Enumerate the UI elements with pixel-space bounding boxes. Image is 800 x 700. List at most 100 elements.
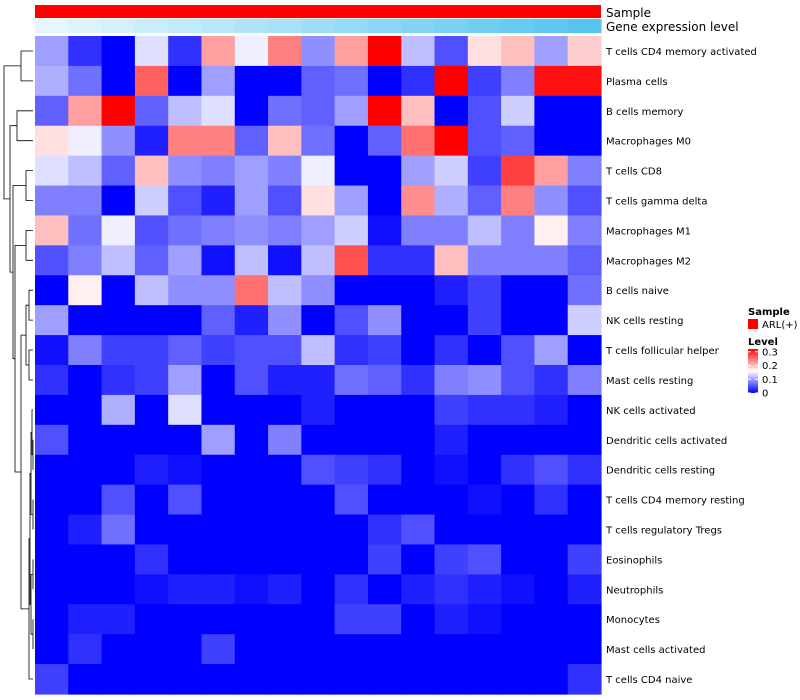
dendrogram-branch	[3, 65, 21, 200]
heatmap-cell	[534, 65, 569, 97]
heatmap-cell	[434, 454, 469, 486]
heatmap-cell	[534, 365, 569, 396]
heatmap-cell	[334, 185, 369, 217]
heatmap-cell	[68, 664, 103, 695]
row-label: Dendritic cells activated	[606, 436, 727, 447]
heatmap-cell	[168, 484, 203, 516]
heatmap-cell	[134, 454, 169, 486]
row-label: T cells gamma delta	[605, 197, 707, 208]
heatmap-cell	[35, 424, 69, 456]
heatmap-cell	[467, 365, 502, 396]
heatmap-cell	[301, 394, 336, 426]
heatmap-cell	[35, 514, 69, 546]
heatmap-cell	[501, 365, 536, 396]
heatmap-cell	[501, 664, 536, 695]
heatmap-cell	[401, 454, 436, 486]
row-label: B cells memory	[606, 107, 683, 118]
heatmap-cell	[401, 245, 436, 276]
heatmap-cell	[367, 365, 402, 396]
heatmap-cell	[35, 155, 69, 187]
heatmap-cell	[134, 424, 169, 456]
row-label: Neutrophils	[606, 585, 663, 596]
heatmap-cell	[35, 335, 69, 366]
heatmap-cell	[367, 155, 402, 187]
heatmap-cell	[334, 484, 369, 516]
heatmap-cell	[367, 484, 402, 516]
heatmap-cell	[268, 305, 302, 336]
heatmap-cell	[35, 65, 69, 97]
heatmap-cell	[168, 544, 203, 575]
heatmap-cell	[534, 185, 569, 217]
heatmap-cell	[534, 664, 569, 695]
heatmap-cell	[101, 275, 136, 306]
annotation-cell-expression	[68, 19, 103, 33]
heatmap-cell	[301, 664, 336, 695]
heatmap-cell	[101, 335, 136, 366]
heatmap-cell	[268, 604, 302, 635]
heatmap-cell	[334, 155, 369, 187]
heatmap-cell	[201, 514, 236, 546]
heatmap-cell	[534, 544, 569, 575]
heatmap-cell	[201, 604, 236, 635]
heatmap-cell	[101, 634, 136, 665]
heatmap-cell	[134, 544, 169, 575]
heatmap-cell	[567, 185, 602, 217]
heatmap-cell	[101, 365, 136, 396]
heatmap-cell	[35, 604, 69, 635]
dendrogram-branch	[16, 110, 33, 142]
heatmap-cell	[101, 484, 136, 516]
heatmap-cell	[401, 125, 436, 157]
annotation-cell-expression	[434, 19, 469, 33]
heatmap-cell	[201, 155, 236, 187]
heatmap-cell	[68, 335, 103, 366]
heatmap-cell	[101, 514, 136, 546]
heatmap-cell	[268, 95, 302, 127]
heatmap-cell	[567, 65, 602, 97]
heatmap-cell	[467, 514, 502, 546]
heatmap-cell	[201, 634, 236, 665]
legend-sample-swatch	[748, 319, 758, 329]
heatmap-cell	[168, 514, 203, 546]
heatmap-cell	[501, 514, 536, 546]
heatmap-cell	[168, 394, 203, 426]
heatmap-cell	[134, 185, 169, 217]
heatmap-cell	[234, 275, 269, 306]
heatmap-cell	[268, 574, 302, 605]
heatmap-cell	[401, 394, 436, 426]
heatmap-cell	[268, 275, 302, 306]
heatmap-cell	[168, 365, 203, 396]
annotation-cell-expression	[201, 19, 236, 33]
dendrogram-branch	[25, 170, 33, 201]
heatmap-cell	[334, 65, 369, 97]
heatmap-cell	[334, 125, 369, 157]
heatmap-cell	[35, 125, 69, 157]
row-label: T cells CD4 memory activated	[605, 47, 757, 58]
heatmap-cell	[434, 125, 469, 157]
heatmap-cell	[201, 484, 236, 516]
heatmap-cell	[134, 394, 169, 426]
row-label: Mast cells activated	[606, 645, 705, 656]
row-label: Plasma cells	[606, 77, 668, 88]
heatmap-cell	[534, 155, 569, 187]
heatmap-cell	[268, 125, 302, 157]
heatmap-cell	[201, 424, 236, 456]
dendrogram-branch	[28, 349, 33, 381]
heatmap-cell	[168, 185, 203, 217]
heatmap-cell	[101, 245, 136, 276]
annotation-cell-expression	[134, 19, 169, 33]
heatmap-cell	[367, 275, 402, 306]
heatmap-cell	[35, 185, 69, 217]
heatmap-cell	[334, 514, 369, 546]
heatmap-cell	[301, 424, 336, 456]
heatmap-cell	[234, 155, 269, 187]
heatmap-cell	[467, 65, 502, 97]
heatmap-cell	[467, 36, 502, 67]
heatmap-cell	[567, 544, 602, 575]
heatmap-cell	[68, 634, 103, 665]
heatmap-cell	[201, 664, 236, 695]
heatmap-cell	[134, 335, 169, 366]
annotation-cell-expression	[567, 19, 602, 33]
heatmap-cell	[334, 574, 369, 605]
heatmap-cell	[401, 604, 436, 635]
heatmap-cell	[301, 365, 336, 396]
